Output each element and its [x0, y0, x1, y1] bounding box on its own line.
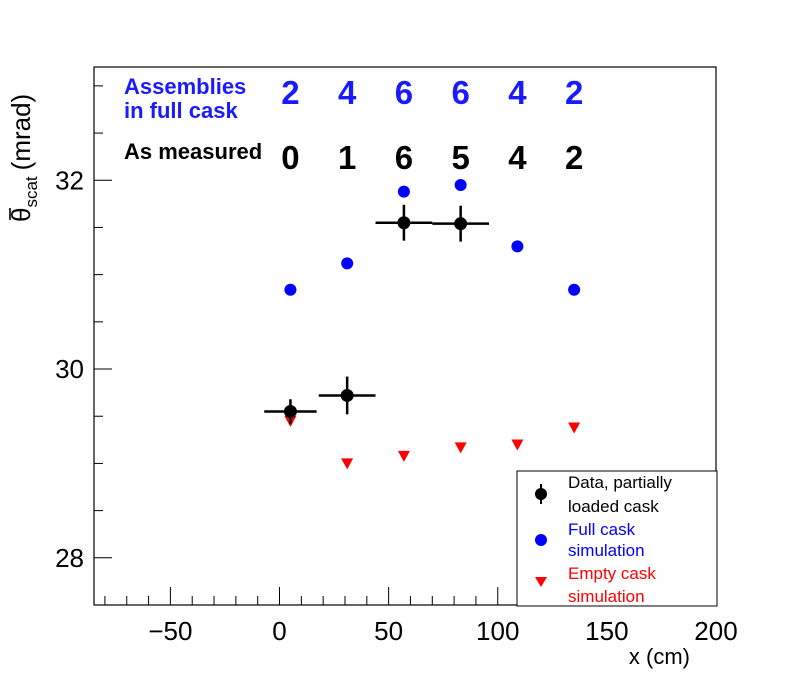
legend-label-full-line-1: Full cask: [568, 520, 636, 539]
x-tick-label: 150: [585, 616, 628, 646]
legend: Data, partially loaded cask Full cask si…: [516, 470, 718, 607]
legend-marker-data: [535, 488, 547, 500]
legend-label-empty-line-1: Empty cask: [568, 564, 656, 583]
legend-label-full-line-2: simulation: [568, 541, 645, 560]
x-axis-title: x (cm): [629, 644, 690, 669]
empty-cask-point: [454, 442, 467, 454]
x-tick-label: 100: [476, 616, 519, 646]
legend-entry-empty: Empty cask simulation: [535, 564, 656, 606]
legend-box: [516, 470, 718, 607]
empty-cask-point: [568, 422, 581, 434]
y-tick-label: 28: [55, 543, 84, 573]
full-cask-count: 2: [281, 74, 299, 111]
assemblies-label-line-2: in full cask: [124, 98, 238, 123]
legend-label-data-line-1: Data, partially: [568, 473, 672, 492]
as-measured-label: As measured: [124, 139, 262, 164]
data-marks: [264, 178, 581, 470]
legend-entry-full: Full cask simulation: [535, 520, 645, 560]
measured-count: 0: [281, 139, 299, 176]
x-tick-label: 0: [272, 616, 286, 646]
legend-label-empty-line-2: simulation: [568, 587, 645, 606]
full-cask-point: [511, 240, 524, 253]
y-axis-title-symbol: θ: [6, 208, 36, 222]
full-cask-count: 4: [338, 74, 357, 111]
measured-count: 6: [395, 139, 413, 176]
full-cask-count: 6: [451, 74, 469, 111]
full-cask-point: [454, 178, 467, 191]
empty-cask-point: [341, 458, 354, 470]
full-cask-point: [284, 283, 297, 296]
full-cask-count: 6: [395, 74, 413, 111]
legend-marker-empty: [535, 577, 547, 587]
svg-text:θscat(mrad): θscat (mrad): [6, 94, 41, 222]
y-tick-label: 32: [55, 165, 84, 195]
axis-tick-labels: −50 0 50 100 150 200 28 30 32: [55, 165, 738, 646]
plot-frame: [93, 66, 717, 606]
measured-count: 5: [451, 139, 469, 176]
full-cask-point: [397, 185, 410, 198]
y-axis-title-subscript: scat: [22, 176, 41, 207]
data-point: [283, 405, 297, 419]
annotations: Assemblies in full cask As measured 2 0 4 1…: [124, 74, 583, 176]
legend-marker-full: [535, 534, 547, 546]
data-point: [340, 388, 354, 402]
legend-entry-data: Data, partially loaded cask: [535, 473, 672, 516]
measured-count: 4: [508, 139, 527, 176]
x-tick-label: −50: [148, 616, 192, 646]
data-point: [397, 216, 411, 230]
assemblies-label-line-1: Assemblies: [124, 74, 246, 99]
measured-count: 2: [565, 139, 583, 176]
y-tick-label: 30: [55, 354, 84, 384]
empty-cask-point: [397, 450, 410, 462]
y-axis-title: θscat (mrad): [6, 94, 41, 222]
y-axis-title-unit: (mrad): [6, 94, 36, 171]
legend-label-data-line-2: loaded cask: [568, 497, 659, 516]
full-cask-point: [341, 257, 354, 270]
x-tick-label: 50: [374, 616, 403, 646]
x-tick-label: 200: [694, 616, 737, 646]
measured-count: 1: [338, 139, 356, 176]
full-cask-count: 4: [508, 74, 527, 111]
data-point: [454, 217, 468, 231]
full-cask-point: [568, 283, 581, 296]
plot-frame-layer: [93, 66, 717, 606]
empty-cask-point: [511, 439, 524, 451]
full-cask-count: 2: [565, 74, 583, 111]
